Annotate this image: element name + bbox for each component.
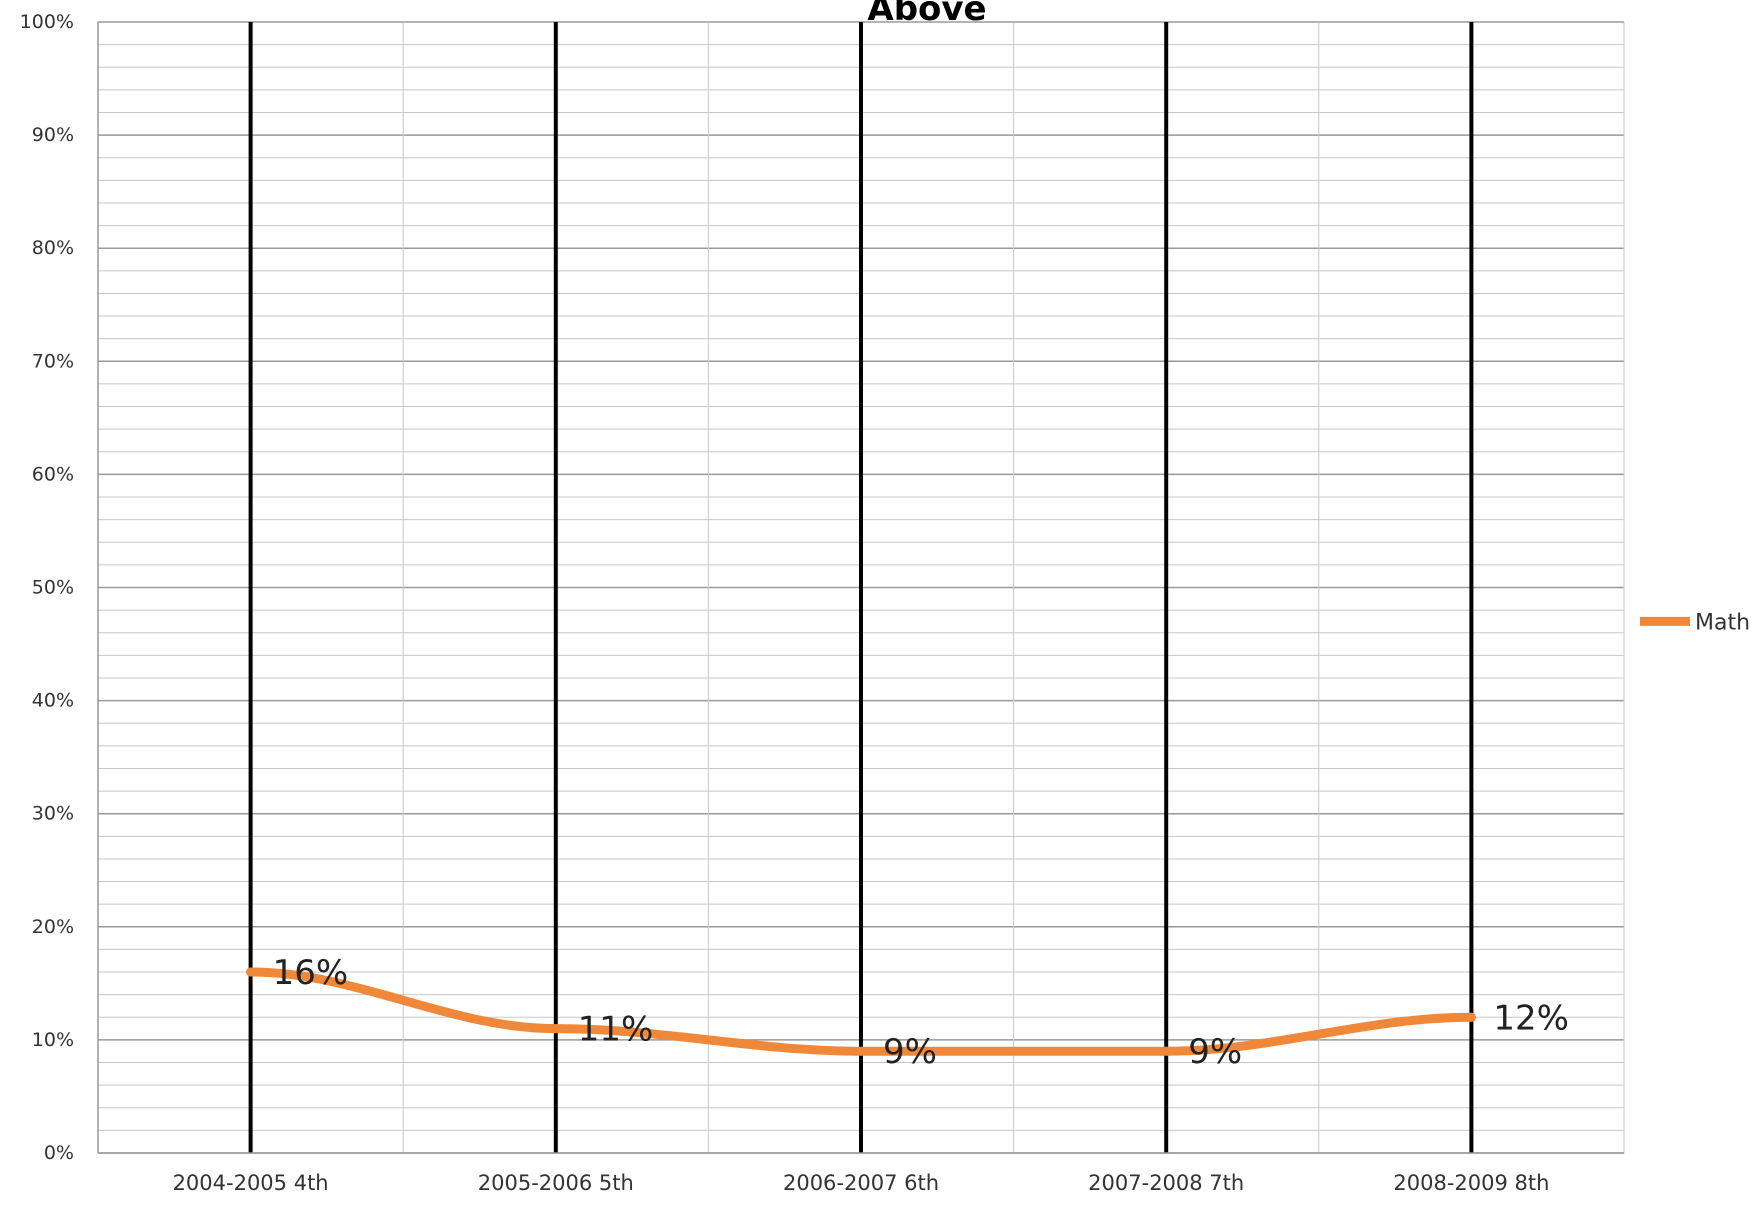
data-point [856, 1046, 866, 1056]
y-tick-label: 40% [32, 690, 74, 712]
data-labels: 16% 11% 9% 9% 12% [273, 953, 1569, 1072]
chart-title: Above [867, 0, 986, 29]
legend-label: Math [1695, 610, 1750, 635]
data-label: 16% [273, 953, 349, 993]
legend: Math [1640, 610, 1750, 635]
y-tick-label: 0% [44, 1142, 74, 1164]
x-tick-label: 2006-2007 6th [783, 1171, 939, 1195]
data-label: 12% [1493, 998, 1569, 1038]
data-label: 11% [578, 1010, 654, 1050]
data-label: 9% [1188, 1032, 1242, 1072]
series-layer [246, 967, 1476, 1056]
x-tick-label: 2004-2005 4th [173, 1171, 329, 1195]
y-tick-label: 10% [32, 1029, 74, 1051]
data-point [1161, 1046, 1171, 1056]
y-tick-label: 80% [32, 237, 74, 259]
data-point [1466, 1012, 1476, 1022]
data-label: 9% [883, 1032, 937, 1072]
axes: 0% 10% 20% 30% 40% 50% 60% 70% 80% 90% 100% 2004-20… [20, 11, 1624, 1195]
x-tick-label: 2005-2006 5th [478, 1171, 634, 1195]
x-tick-label: 2007-2008 7th [1088, 1171, 1244, 1195]
y-tick-label: 60% [32, 463, 74, 485]
y-tick-label: 20% [32, 916, 74, 938]
y-tick-label: 100% [20, 11, 74, 33]
data-point [551, 1024, 561, 1034]
y-tick-label: 70% [32, 350, 74, 372]
y-tick-label: 90% [32, 124, 74, 146]
data-point [246, 967, 256, 977]
category-lines [248, 22, 1474, 1153]
y-tick-label: 30% [32, 803, 74, 825]
y-tick-label: 50% [32, 577, 74, 599]
x-tick-label: 2008-2009 8th [1393, 1171, 1549, 1195]
